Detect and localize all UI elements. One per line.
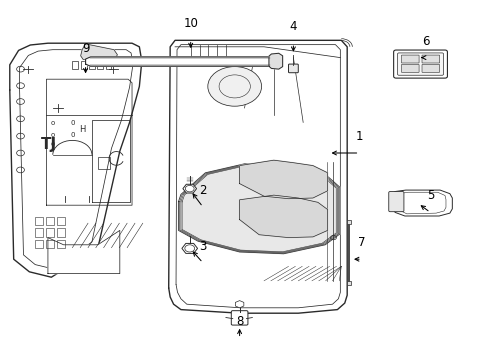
Bar <box>46 228 54 237</box>
Bar <box>46 217 54 225</box>
Bar <box>81 61 86 69</box>
Text: H: H <box>79 125 85 134</box>
Polygon shape <box>85 57 273 66</box>
Text: 9: 9 <box>81 42 89 55</box>
FancyBboxPatch shape <box>231 311 247 325</box>
Text: 0: 0 <box>70 120 75 126</box>
Polygon shape <box>48 230 120 274</box>
FancyBboxPatch shape <box>421 64 439 72</box>
Bar <box>72 61 78 69</box>
Text: 5: 5 <box>426 189 433 202</box>
Bar <box>105 61 111 69</box>
Text: 1: 1 <box>355 130 363 143</box>
Text: o: o <box>51 132 55 138</box>
Text: 2: 2 <box>199 184 206 197</box>
Bar <box>35 240 43 248</box>
Bar <box>89 61 95 69</box>
FancyBboxPatch shape <box>401 55 418 63</box>
Text: ТЈ: ТЈ <box>41 136 57 152</box>
Polygon shape <box>268 53 282 69</box>
Text: o: o <box>51 141 55 147</box>
Polygon shape <box>389 190 451 216</box>
Circle shape <box>207 67 261 106</box>
Text: 8: 8 <box>235 315 243 328</box>
Text: o: o <box>51 120 55 126</box>
Polygon shape <box>239 160 327 199</box>
Text: 10: 10 <box>183 17 198 30</box>
Bar <box>57 217 64 225</box>
Polygon shape <box>10 43 142 277</box>
Text: 3: 3 <box>199 240 206 253</box>
Polygon shape <box>178 164 339 254</box>
Bar <box>98 157 110 169</box>
Text: 0: 0 <box>70 132 75 138</box>
Bar <box>57 240 64 248</box>
Bar <box>46 240 54 248</box>
FancyBboxPatch shape <box>397 53 443 75</box>
Text: 7: 7 <box>357 236 365 249</box>
Polygon shape <box>239 195 327 238</box>
FancyBboxPatch shape <box>288 64 298 73</box>
Bar <box>346 281 350 285</box>
FancyBboxPatch shape <box>401 64 418 72</box>
FancyBboxPatch shape <box>388 192 403 212</box>
Bar <box>346 220 350 224</box>
Text: 4: 4 <box>289 20 297 33</box>
Polygon shape <box>81 44 117 60</box>
Bar <box>57 228 64 237</box>
Bar <box>35 217 43 225</box>
FancyBboxPatch shape <box>421 55 439 63</box>
Bar <box>97 61 103 69</box>
FancyBboxPatch shape <box>393 50 447 78</box>
Polygon shape <box>168 40 346 313</box>
Bar <box>35 228 43 237</box>
Text: 6: 6 <box>421 35 428 48</box>
